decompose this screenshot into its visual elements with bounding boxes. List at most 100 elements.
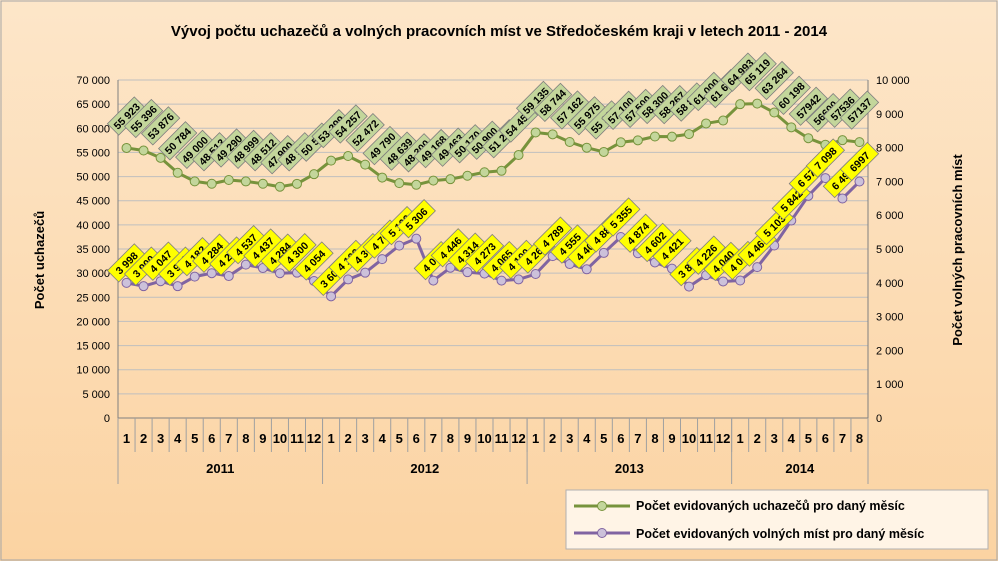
right-tick-label: 2 000 bbox=[876, 345, 904, 357]
month-label: 3 bbox=[771, 431, 778, 446]
right-tick-label: 10 000 bbox=[876, 75, 910, 87]
legend-marker-unemployed bbox=[597, 501, 607, 511]
data-point bbox=[189, 176, 200, 187]
data-point bbox=[752, 98, 763, 109]
month-label: 5 bbox=[600, 431, 607, 446]
left-tick-label: 55 000 bbox=[76, 147, 110, 159]
month-label: 6 bbox=[822, 431, 829, 446]
data-point bbox=[701, 118, 712, 129]
data-point bbox=[718, 276, 729, 287]
month-label: 1 bbox=[532, 431, 539, 446]
data-label-box bbox=[788, 86, 828, 126]
data-point bbox=[326, 291, 337, 302]
x-axis: 1 2 3 4 5 6 7 8 9 10 11 12 1 2 3 4 5 6 7 8 9 10 11 12 1 2 3 4 5 6 7 8 9 1… bbox=[117, 417, 869, 484]
data-label: 52 472 bbox=[345, 112, 385, 153]
series-lines bbox=[121, 98, 865, 302]
data-label-box bbox=[277, 233, 317, 273]
data-label: 4 874 bbox=[618, 213, 658, 253]
data-label-box bbox=[123, 98, 164, 139]
data-label-box bbox=[754, 60, 794, 101]
data-point bbox=[360, 267, 371, 278]
data-label-box bbox=[328, 104, 368, 144]
data-point bbox=[309, 169, 320, 180]
data-point bbox=[326, 155, 337, 166]
month-label: 4 bbox=[379, 431, 387, 446]
month-label: 12 bbox=[716, 431, 730, 446]
data-label-box bbox=[158, 121, 198, 161]
data-label-box bbox=[839, 90, 880, 130]
data-point bbox=[530, 269, 541, 280]
data-label-box bbox=[464, 233, 505, 274]
data-point bbox=[394, 240, 405, 251]
legend-marker-vacancies bbox=[597, 528, 607, 538]
data-label: 50 784 bbox=[158, 121, 198, 161]
month-label: 6 bbox=[617, 431, 624, 446]
data-point bbox=[274, 181, 285, 192]
year-label: 2011 bbox=[206, 461, 234, 476]
data-point bbox=[257, 178, 268, 189]
right-tick-label: 4 000 bbox=[876, 278, 904, 290]
left-axis-title: Počet uchazečů bbox=[32, 211, 47, 309]
data-point bbox=[513, 150, 524, 161]
left-tick-label: 5 000 bbox=[82, 389, 110, 401]
data-point bbox=[411, 233, 422, 244]
data-point bbox=[803, 133, 814, 144]
data-point bbox=[735, 275, 746, 286]
data-label-box bbox=[396, 198, 436, 239]
left-tick-label: 40 000 bbox=[76, 220, 110, 232]
data-point bbox=[513, 274, 524, 285]
data-point bbox=[138, 281, 149, 292]
data-point bbox=[854, 137, 865, 148]
data-point bbox=[547, 129, 558, 140]
data-point bbox=[581, 264, 592, 275]
month-label: 3 bbox=[157, 431, 164, 446]
data-point bbox=[564, 136, 575, 147]
data-label-box bbox=[618, 213, 658, 253]
month-label: 11 bbox=[699, 431, 713, 446]
month-label: 1 bbox=[123, 431, 130, 446]
data-point bbox=[240, 176, 251, 187]
right-tick-label: 0 bbox=[876, 413, 882, 425]
left-tick-label: 65 000 bbox=[76, 99, 110, 111]
month-label: 10 bbox=[682, 431, 696, 446]
month-label: 1 bbox=[737, 431, 744, 446]
data-point bbox=[820, 173, 831, 184]
left-tick-label: 20 000 bbox=[76, 316, 110, 328]
data-point bbox=[786, 122, 797, 133]
data-point bbox=[752, 262, 763, 273]
data-point bbox=[274, 268, 285, 279]
legend-label-vacancies: Počet evidovaných volných míst pro daný … bbox=[636, 527, 924, 541]
data-label-box bbox=[601, 197, 641, 237]
left-tick-label: 45 000 bbox=[76, 196, 110, 208]
data-point bbox=[377, 254, 388, 265]
month-label: 11 bbox=[495, 431, 509, 446]
data-point bbox=[649, 131, 660, 142]
data-point bbox=[411, 179, 422, 190]
data-point bbox=[377, 172, 388, 183]
left-tick-label: 10 000 bbox=[76, 365, 110, 377]
data-point bbox=[343, 274, 354, 285]
data-label-box bbox=[686, 235, 726, 275]
data-point bbox=[172, 281, 183, 292]
left-tick-label: 70 000 bbox=[76, 75, 110, 87]
month-label: 12 bbox=[511, 431, 525, 446]
data-point bbox=[684, 281, 695, 292]
month-label: 7 bbox=[839, 431, 846, 446]
month-label: 2 bbox=[140, 431, 147, 446]
year-label: 2013 bbox=[615, 461, 644, 476]
data-label-box bbox=[737, 51, 777, 92]
month-label: 2 bbox=[549, 431, 556, 446]
right-tick-label: 5 000 bbox=[876, 244, 904, 256]
data-point bbox=[223, 174, 234, 185]
right-tick-label: 3 000 bbox=[876, 312, 904, 324]
data-point bbox=[428, 275, 439, 286]
month-label: 3 bbox=[362, 431, 369, 446]
left-tick-label: 0 bbox=[104, 413, 110, 425]
data-point bbox=[428, 175, 439, 186]
data-point bbox=[462, 267, 473, 278]
data-label-box bbox=[533, 82, 573, 123]
data-point bbox=[138, 145, 149, 156]
data-point bbox=[240, 259, 251, 270]
data-label-box bbox=[805, 138, 846, 178]
